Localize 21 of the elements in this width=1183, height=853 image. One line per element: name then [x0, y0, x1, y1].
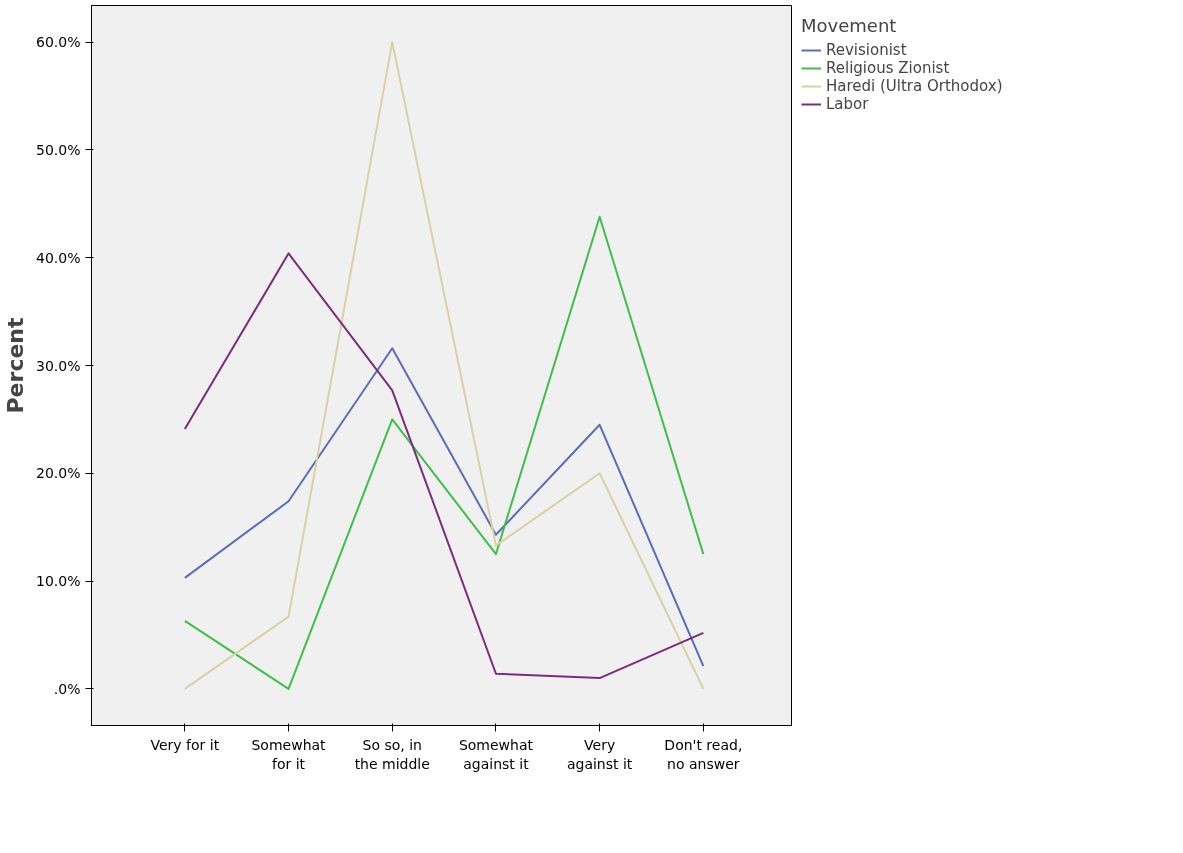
x-tick-label: Don't read, no answer	[664, 736, 743, 772]
x-tick-label: So so, in the middle	[354, 736, 430, 772]
y-tick-label: 50.0%	[36, 141, 81, 158]
x-tick-label: Very for it	[150, 736, 220, 753]
y-tick-label: 10.0%	[36, 573, 81, 590]
legend-label: Religious Zionist	[826, 59, 950, 77]
y-tick-label: 20.0%	[36, 465, 81, 482]
y-axis-title: Percent	[3, 317, 29, 414]
legend-label: Labor	[826, 95, 869, 113]
y-tick-label: 30.0%	[36, 357, 81, 374]
line-series	[183, 41, 705, 690]
legend-title: Movement	[801, 15, 898, 36]
x-tick-label: Somewhat for it	[251, 736, 327, 772]
y-tick-label: 60.0%	[36, 34, 81, 51]
y-tick-label: .0%	[53, 680, 81, 697]
line-series	[183, 347, 705, 668]
x-tick-label: Very against it	[566, 736, 633, 772]
legend-label: Revisionist	[826, 41, 907, 59]
x-tick-label: Somewhat against it	[458, 736, 534, 772]
y-tick-label: 40.0%	[36, 249, 81, 266]
legend-label: Haredi (Ultra Orthodox)	[826, 77, 1003, 95]
